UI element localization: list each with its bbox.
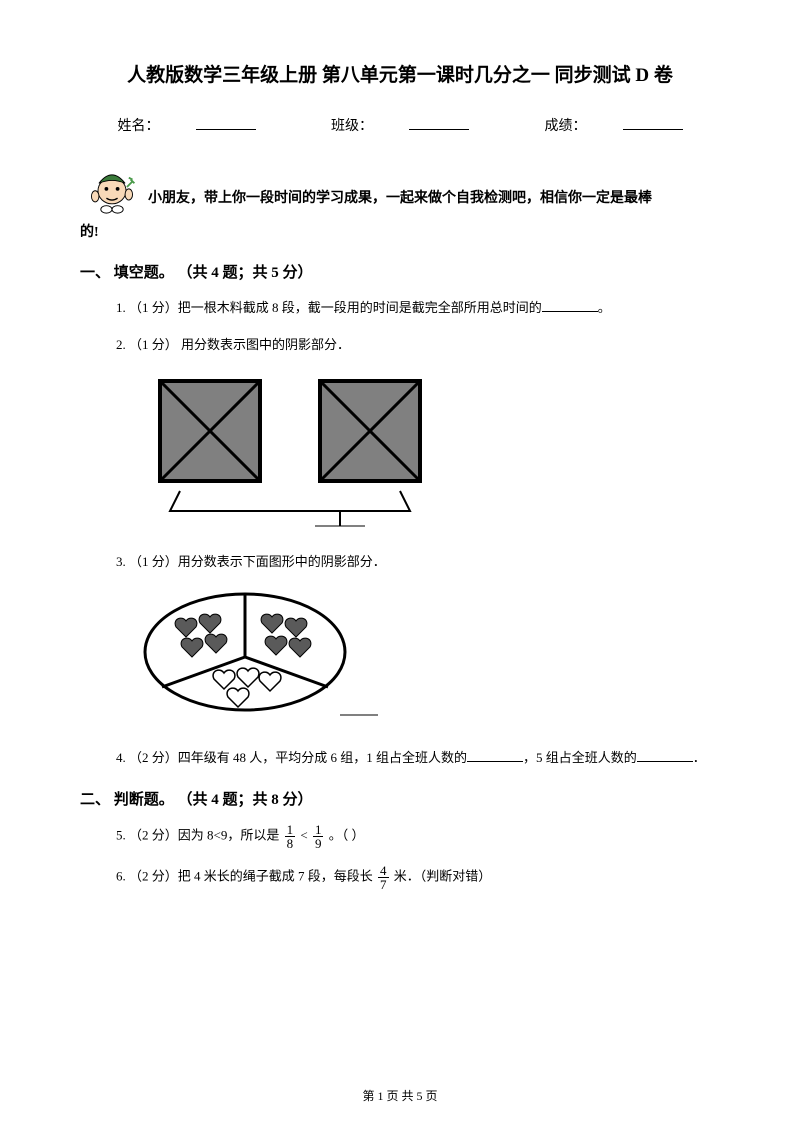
name-field[interactable]: 姓名：	[100, 119, 274, 134]
info-line: 姓名： 班级： 成绩：	[80, 115, 720, 135]
question-3: 3. （1 分）用分数表示下面图形中的阴影部分．	[116, 550, 720, 573]
section-2-heading: 二、 判断题。 （共 4 题；共 8 分）	[80, 788, 720, 809]
intro-text-2: 的!	[80, 221, 720, 241]
score-field[interactable]: 成绩：	[527, 119, 701, 134]
intro-text-1: 小朋友，带上你一段时间的学习成果，一起来做个自我检测吧，相信你一定是最棒	[148, 184, 652, 215]
figure-squares	[140, 371, 440, 531]
section-1-heading: 一、 填空题。 （共 4 题；共 5 分）	[80, 261, 720, 282]
question-5: 5. （2 分）因为 8<9，所以是 18 < 19 。（ ）	[116, 823, 720, 850]
question-2: 2. （1 分） 用分数表示图中的阴影部分．	[116, 333, 720, 356]
answer-blank[interactable]	[637, 750, 693, 762]
fraction-icon: 18	[285, 823, 296, 850]
page-title: 人教版数学三年级上册 第八单元第一课时几分之一 同步测试 D 卷	[80, 60, 720, 87]
fraction-icon: 47	[378, 864, 389, 891]
mascot-icon	[84, 159, 140, 215]
question-4: 4. （2 分）四年级有 48 人，平均分成 6 组，1 组占全班人数的，5 组…	[116, 746, 720, 769]
figure-ellipse-hearts	[140, 587, 380, 727]
fraction-icon: 19	[313, 823, 324, 850]
page-footer: 第 1 页 共 5 页	[0, 1087, 800, 1104]
answer-blank[interactable]	[467, 750, 523, 762]
answer-blank[interactable]	[542, 300, 598, 312]
question-6: 6. （2 分）把 4 米长的绳子截成 7 段，每段长 47 米．（判断对错）	[116, 864, 720, 891]
question-1: 1. （1 分）把一根木料截成 8 段，截一段用的时间是截完全部所用总时间的。	[116, 296, 720, 319]
class-field[interactable]: 班级：	[313, 119, 487, 134]
